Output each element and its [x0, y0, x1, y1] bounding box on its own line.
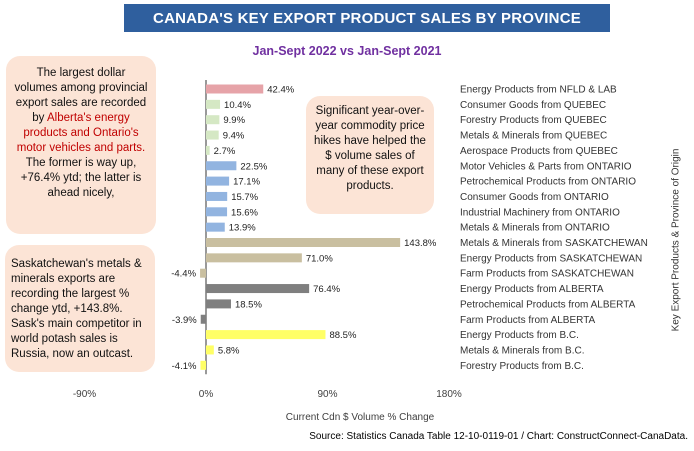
x-tick-label-3: 90%: [317, 389, 337, 400]
data-label-6: 22.5%: [240, 161, 267, 172]
category-label-8: Consumer Goods from ONTARIO: [460, 192, 609, 203]
bar-6: [206, 161, 237, 171]
x-tick-label-4: 180%: [436, 389, 462, 400]
bar-17: [206, 330, 326, 340]
data-label-9: 15.6%: [231, 207, 258, 218]
data-label-19: -4.1%: [172, 361, 197, 372]
category-label-12: Energy Products from SASKATCHEWAN: [460, 253, 642, 264]
category-label-19: Forestry Products from B.C.: [460, 361, 584, 372]
data-label-3: 9.9%: [223, 115, 245, 126]
bar-2: [206, 99, 221, 109]
source-note: Source: Statistics Canada Table 12-10-01…: [309, 431, 688, 442]
data-label-12: 71.0%: [306, 253, 333, 264]
chart-title-banner: CANADA'S KEY EXPORT PRODUCT SALES BY PRO…: [124, 4, 610, 32]
bar-13: [200, 268, 206, 278]
bar-19: [200, 360, 206, 370]
x-axis-label: Current Cdn $ Volume % Change: [285, 412, 435, 423]
bar-18: [206, 345, 214, 355]
note-saskatchewan: Saskatchewan's metals & minerals exports…: [5, 245, 155, 372]
data-label-11: 143.8%: [404, 238, 437, 249]
x-tick-label-2: 0%: [199, 389, 214, 400]
category-label-1: Energy Products from NFLD & LAB: [460, 85, 617, 96]
note-1-text-a: The largest dollar volumes among provinc…: [14, 67, 148, 124]
note-commodity-prices: Significant year-over-year commodity pri…: [306, 96, 434, 214]
category-label-16: Farm Products from ALBERTA: [460, 315, 596, 326]
category-label-13: Farm Products from SASKATCHEWAN: [460, 269, 634, 280]
bar-11: [206, 238, 401, 247]
bar-15: [206, 299, 231, 309]
note-1-text-c: The former is way up, +76.4% ytd; the la…: [20, 157, 142, 199]
category-label-11: Metals & Minerals from SASKATCHEWAN: [460, 238, 648, 249]
category-label-5: Aerospace Products from QUEBEC: [460, 146, 618, 157]
category-label-6: Motor Vehicles & Parts from ONTARIO: [460, 161, 632, 172]
chart-title: CANADA'S KEY EXPORT PRODUCT SALES BY PRO…: [153, 9, 581, 27]
bar-16: [200, 314, 206, 324]
bar-5: [206, 145, 210, 155]
data-label-7: 17.1%: [233, 177, 260, 188]
category-label-3: Forestry Products from QUEBEC: [460, 115, 607, 126]
data-label-2: 10.4%: [224, 100, 251, 111]
data-label-18: 5.8%: [218, 345, 240, 356]
category-label-2: Consumer Goods from QUEBEC: [460, 100, 606, 111]
category-label-15: Petrochemical Products from ALBERTA: [460, 299, 636, 310]
bar-10: [206, 222, 225, 232]
note-1-text-highlight: Alberta's energy products and Ontario's …: [16, 112, 146, 154]
data-label-17: 88.5%: [329, 330, 356, 341]
category-label-10: Metals & Minerals from ONTARIO: [460, 223, 610, 234]
bar-12: [206, 253, 302, 263]
bar-1: [206, 84, 264, 94]
category-label-9: Industrial Machinery from ONTARIO: [460, 207, 620, 218]
category-label-18: Metals & Minerals from B.C.: [460, 345, 584, 356]
note-alberta-ontario: The largest dollar volumes among provinc…: [6, 56, 156, 234]
bar-7: [206, 176, 230, 186]
category-label-17: Energy Products from B.C.: [460, 330, 579, 341]
bar-4: [206, 130, 219, 140]
data-label-10: 13.9%: [229, 223, 256, 234]
category-label-14: Energy Products from ALBERTA: [460, 284, 604, 295]
data-label-4: 9.4%: [223, 131, 245, 142]
bar-3: [206, 115, 220, 125]
data-label-13: -4.4%: [171, 269, 196, 280]
data-label-15: 18.5%: [235, 299, 262, 310]
category-label-4: Metals & Minerals from QUEBEC: [460, 131, 607, 142]
chart-subtitle: Jan-Sept 2022 vs Jan-Sept 2021: [252, 44, 442, 58]
data-label-1: 42.4%: [267, 85, 294, 96]
y-axis-label: Key Export Products & Province of Origin: [670, 148, 682, 332]
data-label-8: 15.7%: [231, 192, 258, 203]
data-label-14: 76.4%: [313, 284, 340, 295]
category-label-7: Petrochemical Products from ONTARIO: [460, 177, 636, 188]
data-label-5: 2.7%: [214, 146, 236, 157]
x-tick-label-1: -90%: [73, 389, 96, 400]
data-label-16: -3.9%: [172, 315, 197, 326]
bar-8: [206, 191, 228, 201]
bar-9: [206, 207, 228, 217]
bar-14: [206, 284, 310, 294]
